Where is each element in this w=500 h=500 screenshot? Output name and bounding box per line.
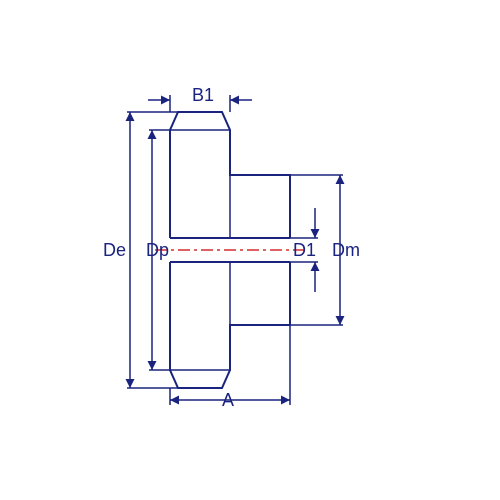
label-de: De bbox=[103, 240, 126, 261]
label-dp: Dp bbox=[146, 240, 169, 261]
sprocket-diagram bbox=[0, 0, 500, 500]
label-b1: B1 bbox=[192, 85, 214, 106]
label-a: A bbox=[222, 390, 234, 411]
label-d1: D1 bbox=[293, 240, 316, 261]
label-dm: Dm bbox=[332, 240, 360, 261]
